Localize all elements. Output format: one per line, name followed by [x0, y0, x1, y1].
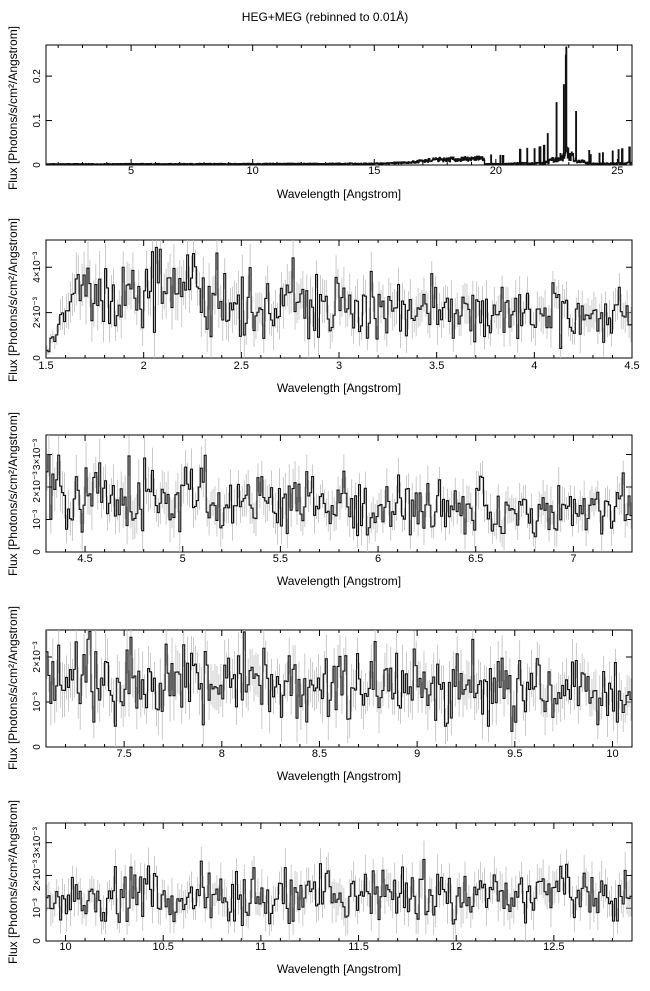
y-tick-label: 3×10⁻³: [32, 438, 43, 470]
y-axis-label: Flux [Photons/s/cm²/Angstrom]: [6, 26, 20, 190]
x-tick-label: 8.5: [312, 748, 327, 760]
x-tick-label: 12.5: [543, 941, 564, 953]
x-tick-label: 6: [375, 553, 381, 565]
x-tick-label: 12: [450, 941, 462, 953]
x-tick-label: 20: [490, 165, 502, 177]
x-tick-label: 10: [606, 748, 618, 760]
spectrum-line: [46, 453, 632, 538]
x-axis-label: Wavelength [Angstrom]: [277, 381, 401, 395]
x-tick-label: 11.5: [348, 941, 369, 953]
page-title: HEG+MEG (rebinned to 0.01Å): [241, 10, 409, 24]
x-tick-label: 5: [128, 165, 134, 177]
x-tick-label: 4.5: [77, 553, 92, 565]
x-tick-label: 4: [531, 360, 537, 372]
x-axis-label: Wavelength [Angstrom]: [277, 769, 401, 783]
x-tick-label: 6.5: [468, 553, 483, 565]
y-axis-label: Flux [Photons/s/cm²/Angstrom]: [6, 218, 20, 382]
y-tick-label: 0: [32, 162, 43, 168]
x-axis-label: Wavelength [Angstrom]: [277, 574, 401, 588]
x-tick-label: 1.5: [38, 360, 53, 372]
plot-frame: [45, 44, 633, 166]
x-tick-label: 5.5: [273, 553, 288, 565]
spectrum-line: [46, 630, 632, 732]
y-tick-label: 0: [32, 744, 43, 750]
x-tick-label: 11: [255, 941, 266, 953]
spectrum-line: [46, 246, 632, 353]
y-tick-label: 4×10⁻³: [32, 251, 43, 283]
y-tick-label: 2×10⁻³: [32, 859, 43, 891]
x-tick-label: 3.5: [429, 360, 444, 372]
spectrum-line: [46, 858, 632, 927]
x-axis-label: Wavelength [Angstrom]: [277, 962, 401, 976]
x-tick-label: 10: [247, 165, 259, 177]
y-axis-label: Flux [Photons/s/cm²/Angstrom]: [6, 606, 20, 770]
x-tick-label: 7.5: [116, 748, 131, 760]
x-tick-label: 2.5: [234, 360, 249, 372]
x-tick-label: 9.5: [507, 748, 522, 760]
y-tick-label: 3×10⁻³: [32, 826, 43, 858]
x-tick-label: 2: [141, 360, 147, 372]
y-tick-label: 10⁻³: [32, 509, 43, 529]
y-tick-label: 0: [32, 549, 43, 555]
y-tick-label: 2×10⁻³: [32, 296, 43, 328]
y-tick-label: 0.2: [32, 69, 43, 83]
x-tick-label: 15: [368, 165, 380, 177]
y-tick-label: 2×10⁻³: [32, 641, 43, 673]
y-tick-label: 0.1: [32, 113, 43, 127]
y-tick-label: 2×10⁻³: [32, 471, 43, 503]
x-tick-label: 4.5: [624, 360, 639, 372]
x-tick-label: 10.5: [152, 941, 173, 953]
plot-frame: [45, 629, 633, 748]
y-tick-label: 0: [32, 938, 43, 944]
x-tick-label: 5: [180, 553, 186, 565]
spectrum-line: [45, 46, 633, 166]
y-axis-label: Flux [Photons/s/cm²/Angstrom]: [6, 412, 20, 576]
x-tick-label: 7: [570, 553, 576, 565]
y-tick-label: 10⁻³: [32, 898, 43, 918]
x-tick-label: 8: [219, 748, 225, 760]
y-tick-label: 10⁻³: [32, 691, 43, 711]
x-tick-label: 3: [336, 360, 342, 372]
x-tick-label: 25: [611, 165, 623, 177]
x-tick-label: 9: [414, 748, 420, 760]
x-axis-label: Wavelength [Angstrom]: [277, 187, 401, 201]
y-tick-label: 0: [32, 355, 43, 361]
y-axis-label: Flux [Photons/s/cm²/Angstrom]: [6, 800, 20, 964]
x-tick-label: 10: [59, 941, 71, 953]
